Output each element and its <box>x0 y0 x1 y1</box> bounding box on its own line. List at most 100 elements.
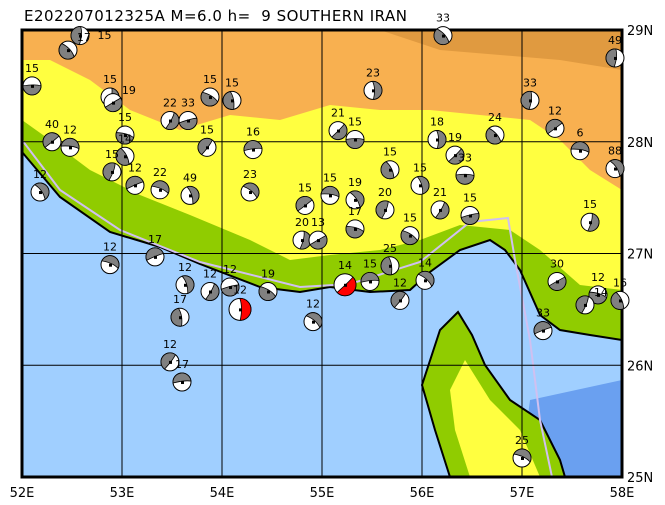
beachball[interactable] <box>533 321 553 341</box>
beachball[interactable] <box>160 111 180 131</box>
beachball[interactable] <box>610 290 630 310</box>
beachball[interactable] <box>180 185 200 205</box>
beachball[interactable] <box>605 159 625 179</box>
beachball[interactable] <box>485 125 505 145</box>
beachball[interactable] <box>460 206 480 226</box>
depth-label: 17 <box>175 358 189 371</box>
lat-tick-label: 26N <box>627 359 653 374</box>
beachball[interactable] <box>100 255 120 275</box>
depth-label: 12 <box>393 276 407 289</box>
beachball[interactable] <box>172 372 192 392</box>
beachball[interactable] <box>390 290 410 310</box>
beachball[interactable] <box>380 256 400 276</box>
axis-labels: 52E 53E 54E 55E 56E 57E 58E 29N 28N 27N 26N 25N <box>10 24 654 501</box>
beachball[interactable] <box>103 93 123 113</box>
lat-tick-label: 25N <box>627 471 653 486</box>
depth-label: 49 <box>183 171 197 184</box>
depth-label: 15 <box>103 73 117 86</box>
beachball[interactable] <box>303 312 323 332</box>
depth-label: 12 <box>128 161 142 174</box>
depth-label: 12 <box>63 123 77 136</box>
beachball[interactable] <box>547 271 567 291</box>
beachball[interactable] <box>345 219 365 239</box>
beachball[interactable] <box>415 270 435 290</box>
lon-tick-label: 54E <box>210 486 235 501</box>
beachball[interactable] <box>605 48 625 68</box>
beachball[interactable] <box>102 162 122 182</box>
beachball[interactable] <box>160 352 180 372</box>
beachball[interactable] <box>345 190 365 210</box>
lon-tick-label: 52E <box>10 486 35 501</box>
beachball[interactable] <box>328 121 348 141</box>
beachball[interactable] <box>70 26 90 46</box>
depth-label: 6 <box>577 127 584 140</box>
depth-label: 14 <box>338 259 352 272</box>
main-event-beachball[interactable] <box>228 297 252 321</box>
beachball[interactable] <box>380 160 400 180</box>
depth-label: 25 <box>383 242 397 255</box>
depth-label: 14 <box>418 256 432 269</box>
depth-label: 15 <box>25 62 39 75</box>
beachball[interactable] <box>125 175 145 195</box>
beachball[interactable] <box>320 185 340 205</box>
oman-midland <box>450 360 540 477</box>
beachball[interactable] <box>455 165 475 185</box>
beachball[interactable] <box>360 271 380 291</box>
depth-label: 22 <box>163 97 177 110</box>
depth-label: 33 <box>436 12 450 25</box>
beachball[interactable] <box>170 307 190 327</box>
beachball[interactable] <box>222 90 242 110</box>
beachball[interactable] <box>220 277 240 297</box>
beachball[interactable] <box>363 80 383 100</box>
beachball[interactable] <box>308 230 328 250</box>
beachball[interactable] <box>243 140 263 160</box>
beachball[interactable] <box>258 281 278 301</box>
depth-label: 12 <box>306 298 320 311</box>
depth-label: 25 <box>515 434 529 447</box>
beachball[interactable] <box>175 275 195 295</box>
border-line <box>22 139 553 477</box>
beachball[interactable] <box>512 448 532 468</box>
beachball[interactable] <box>42 132 62 152</box>
beachball[interactable] <box>580 212 600 232</box>
depth-label: 12 <box>163 338 177 351</box>
depth-label: 15 <box>363 257 377 270</box>
beachball[interactable] <box>400 226 420 246</box>
depth-label: 17 <box>148 233 162 246</box>
beachball[interactable] <box>200 87 220 107</box>
beachball[interactable] <box>410 175 430 195</box>
beachball[interactable] <box>295 195 315 215</box>
beachball[interactable] <box>433 26 453 46</box>
beachball[interactable] <box>145 247 165 267</box>
depth-label: 20 <box>295 216 309 229</box>
beachball[interactable] <box>575 295 595 315</box>
depth-label: 33 <box>523 76 537 89</box>
beachball[interactable] <box>520 90 540 110</box>
beachball[interactable] <box>445 145 465 165</box>
beachball[interactable] <box>115 125 135 145</box>
grid-lines <box>22 30 622 477</box>
depth-label: 12 <box>33 168 47 181</box>
main-event-beachball[interactable] <box>333 273 357 297</box>
beachball[interactable] <box>292 230 312 250</box>
beachball[interactable] <box>545 118 565 138</box>
beachball[interactable] <box>200 281 220 301</box>
beachball[interactable] <box>22 76 42 96</box>
iran-highland <box>22 30 622 190</box>
depth-label: 15 <box>383 146 397 159</box>
beachball[interactable] <box>240 182 260 202</box>
beachball[interactable] <box>60 137 80 157</box>
beachball[interactable] <box>115 146 135 166</box>
beachball[interactable] <box>150 180 170 200</box>
depth-label: 12 <box>223 263 237 276</box>
beachball[interactable] <box>345 130 365 150</box>
beachball[interactable] <box>427 130 447 150</box>
beachball[interactable] <box>30 182 50 202</box>
lat-tick-label: 28N <box>627 136 653 151</box>
beachball[interactable] <box>430 200 450 220</box>
beachball[interactable] <box>375 200 395 220</box>
beachball[interactable] <box>58 40 78 60</box>
beachball[interactable] <box>178 111 198 131</box>
beachball[interactable] <box>570 141 590 161</box>
beachball[interactable] <box>197 137 217 157</box>
